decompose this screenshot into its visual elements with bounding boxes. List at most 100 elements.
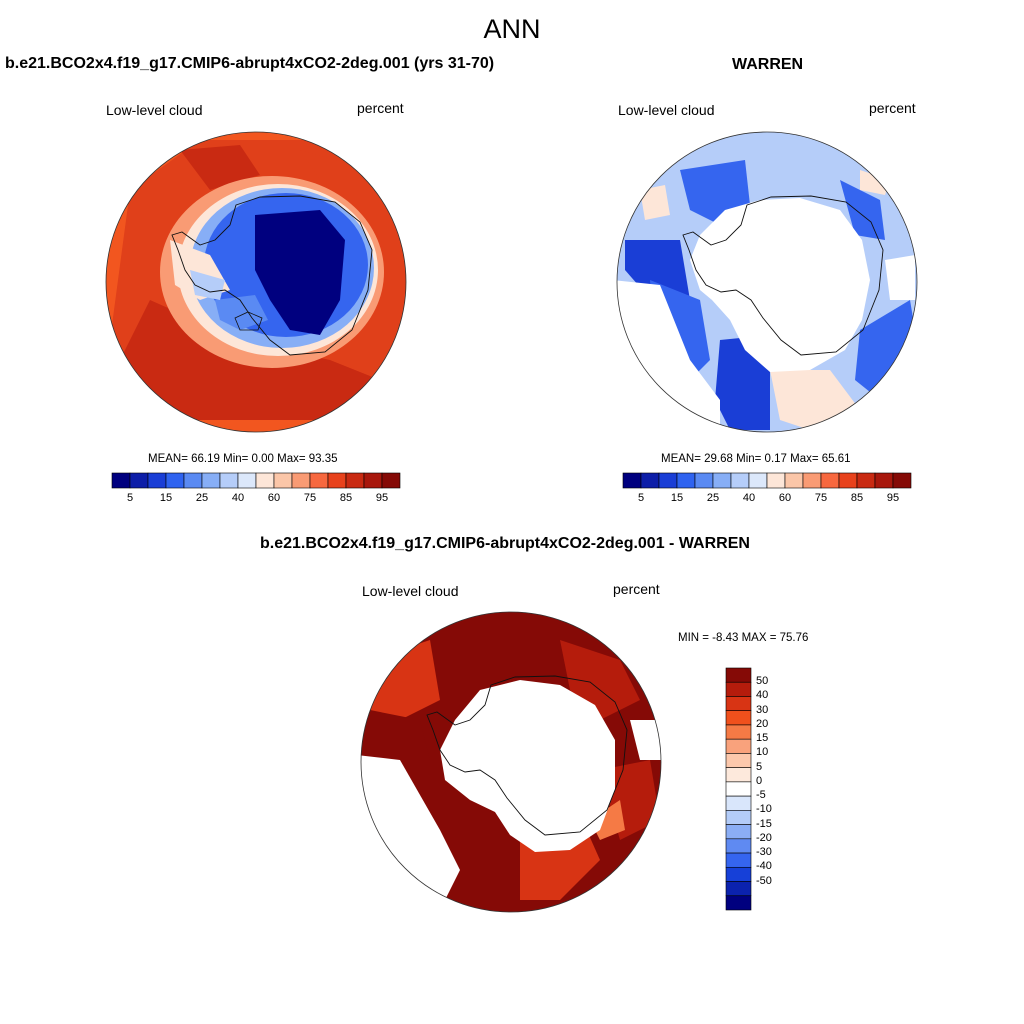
colorbar-tick-label: 15 <box>159 492 173 504</box>
panel1-title: b.e21.BCO2x4.f19_g17.CMIP6-abrupt4xCO2-2… <box>5 55 495 72</box>
colorbar-swatch <box>725 753 752 768</box>
colorbar-tick-label: 40 <box>231 492 245 504</box>
panel1-variable-label: Low-level cloud <box>106 102 203 118</box>
colorbar-tick-label: 15 <box>756 732 769 745</box>
colorbar-swatch <box>856 472 876 489</box>
colorbar-swatch <box>802 472 822 489</box>
colorbar-swatch <box>622 472 642 489</box>
colorbar-tick-label: 0 <box>756 774 763 787</box>
colorbar-swatch <box>640 472 660 489</box>
colorbar-tick-label: -5 <box>756 789 766 802</box>
colorbar-swatch <box>725 852 752 868</box>
colorbar-swatch <box>784 472 804 489</box>
colorbar-tick-label: -50 <box>756 874 772 887</box>
colorbar-tick-label: 5 <box>637 492 645 504</box>
colorbar-tick-label: 5 <box>756 760 763 773</box>
panel3-units-label: percent <box>613 581 660 597</box>
colorbar-swatch <box>766 472 786 489</box>
colorbar-swatch <box>725 895 752 911</box>
colorbar-tick-label: 15 <box>670 492 684 504</box>
colorbar-swatch <box>712 472 732 489</box>
panel3-antarctica-coast <box>426 675 628 836</box>
colorbar-swatch <box>748 472 768 489</box>
colorbar-swatch <box>725 795 752 811</box>
panel2-colorbar <box>622 472 912 489</box>
colorbar-tick-label: 25 <box>195 492 209 504</box>
colorbar-tick-label: 10 <box>756 746 769 759</box>
colorbar-swatch <box>345 472 365 489</box>
panel3-map <box>361 612 661 912</box>
colorbar-tick-label: 5 <box>126 492 134 504</box>
colorbar-tick-label: 95 <box>375 492 389 504</box>
colorbar-tick-label: -10 <box>756 803 772 816</box>
colorbar-swatch <box>838 472 858 489</box>
colorbar-swatch <box>892 472 912 489</box>
colorbar-swatch <box>725 810 752 825</box>
colorbar-tick-label: -15 <box>756 817 772 830</box>
colorbar-swatch <box>694 472 714 489</box>
colorbar-tick-label: 40 <box>742 492 756 504</box>
panel3-stats: MIN = -8.43 MAX = 75.76 <box>678 632 809 644</box>
panel1-map <box>106 132 406 432</box>
colorbar-swatch <box>219 472 239 489</box>
panel2-map <box>617 132 917 432</box>
colorbar-swatch <box>676 472 696 489</box>
colorbar-swatch <box>820 472 840 489</box>
panel3-variable-label: Low-level cloud <box>362 583 459 599</box>
colorbar-swatch <box>291 472 311 489</box>
colorbar-swatch <box>363 472 383 489</box>
colorbar-swatch <box>658 472 678 489</box>
colorbar-tick-label: 60 <box>778 492 792 504</box>
colorbar-swatch <box>725 696 752 712</box>
colorbar-swatch <box>201 472 221 489</box>
colorbar-swatch <box>725 738 752 754</box>
panel2-units-label: percent <box>869 100 916 116</box>
panel1-units-label: percent <box>357 100 404 116</box>
colorbar-swatch <box>725 667 752 683</box>
colorbar-swatch <box>725 881 752 897</box>
colorbar-tick-label: -30 <box>756 846 772 859</box>
colorbar-swatch <box>725 724 752 740</box>
colorbar-swatch <box>237 472 257 489</box>
colorbar-tick-label: 95 <box>886 492 900 504</box>
panel2-title: WARREN <box>732 56 804 73</box>
colorbar-tick-label: 50 <box>756 675 769 688</box>
panel1-stats: MEAN= 66.19 Min= 0.00 Max= 93.35 <box>148 453 338 465</box>
colorbar-swatch <box>725 767 752 783</box>
colorbar-tick-label: 75 <box>303 492 317 504</box>
panel1-colorbar <box>111 472 401 489</box>
colorbar-swatch <box>725 824 752 840</box>
colorbar-swatch <box>725 866 752 882</box>
colorbar-swatch <box>183 472 203 489</box>
colorbar-tick-label: -40 <box>756 860 772 873</box>
panel2-stats: MEAN= 29.68 Min= 0.17 Max= 65.61 <box>661 453 851 465</box>
panel3-title: b.e21.BCO2x4.f19_g17.CMIP6-abrupt4xCO2-2… <box>260 535 750 552</box>
colorbar-swatch <box>874 472 894 489</box>
colorbar-swatch <box>273 472 293 489</box>
colorbar-tick-label: 30 <box>756 703 769 716</box>
colorbar-tick-label: 75 <box>814 492 828 504</box>
panel2-variable-label: Low-level cloud <box>618 102 715 118</box>
panel1-antarctica-coast <box>171 195 373 356</box>
colorbar-tick-label: 85 <box>339 492 353 504</box>
colorbar-tick-label: 60 <box>267 492 281 504</box>
colorbar-swatch <box>725 710 752 726</box>
colorbar-swatch <box>129 472 149 489</box>
colorbar-tick-label: 40 <box>756 689 769 702</box>
colorbar-swatch <box>165 472 185 489</box>
colorbar-tick-label: -20 <box>756 831 772 844</box>
colorbar-swatch <box>255 472 275 489</box>
colorbar-swatch <box>730 472 750 489</box>
colorbar-swatch <box>327 472 347 489</box>
colorbar-tick-label: 20 <box>756 717 769 730</box>
colorbar-swatch <box>147 472 167 489</box>
colorbar-tick-label: 85 <box>850 492 864 504</box>
colorbar-tick-label: 25 <box>706 492 720 504</box>
panel2-antarctica-coast <box>682 195 884 356</box>
colorbar-swatch <box>725 838 752 854</box>
colorbar-swatch <box>725 781 752 797</box>
panel3-colorbar <box>725 667 752 911</box>
colorbar-swatch <box>381 472 401 489</box>
colorbar-swatch <box>309 472 329 489</box>
